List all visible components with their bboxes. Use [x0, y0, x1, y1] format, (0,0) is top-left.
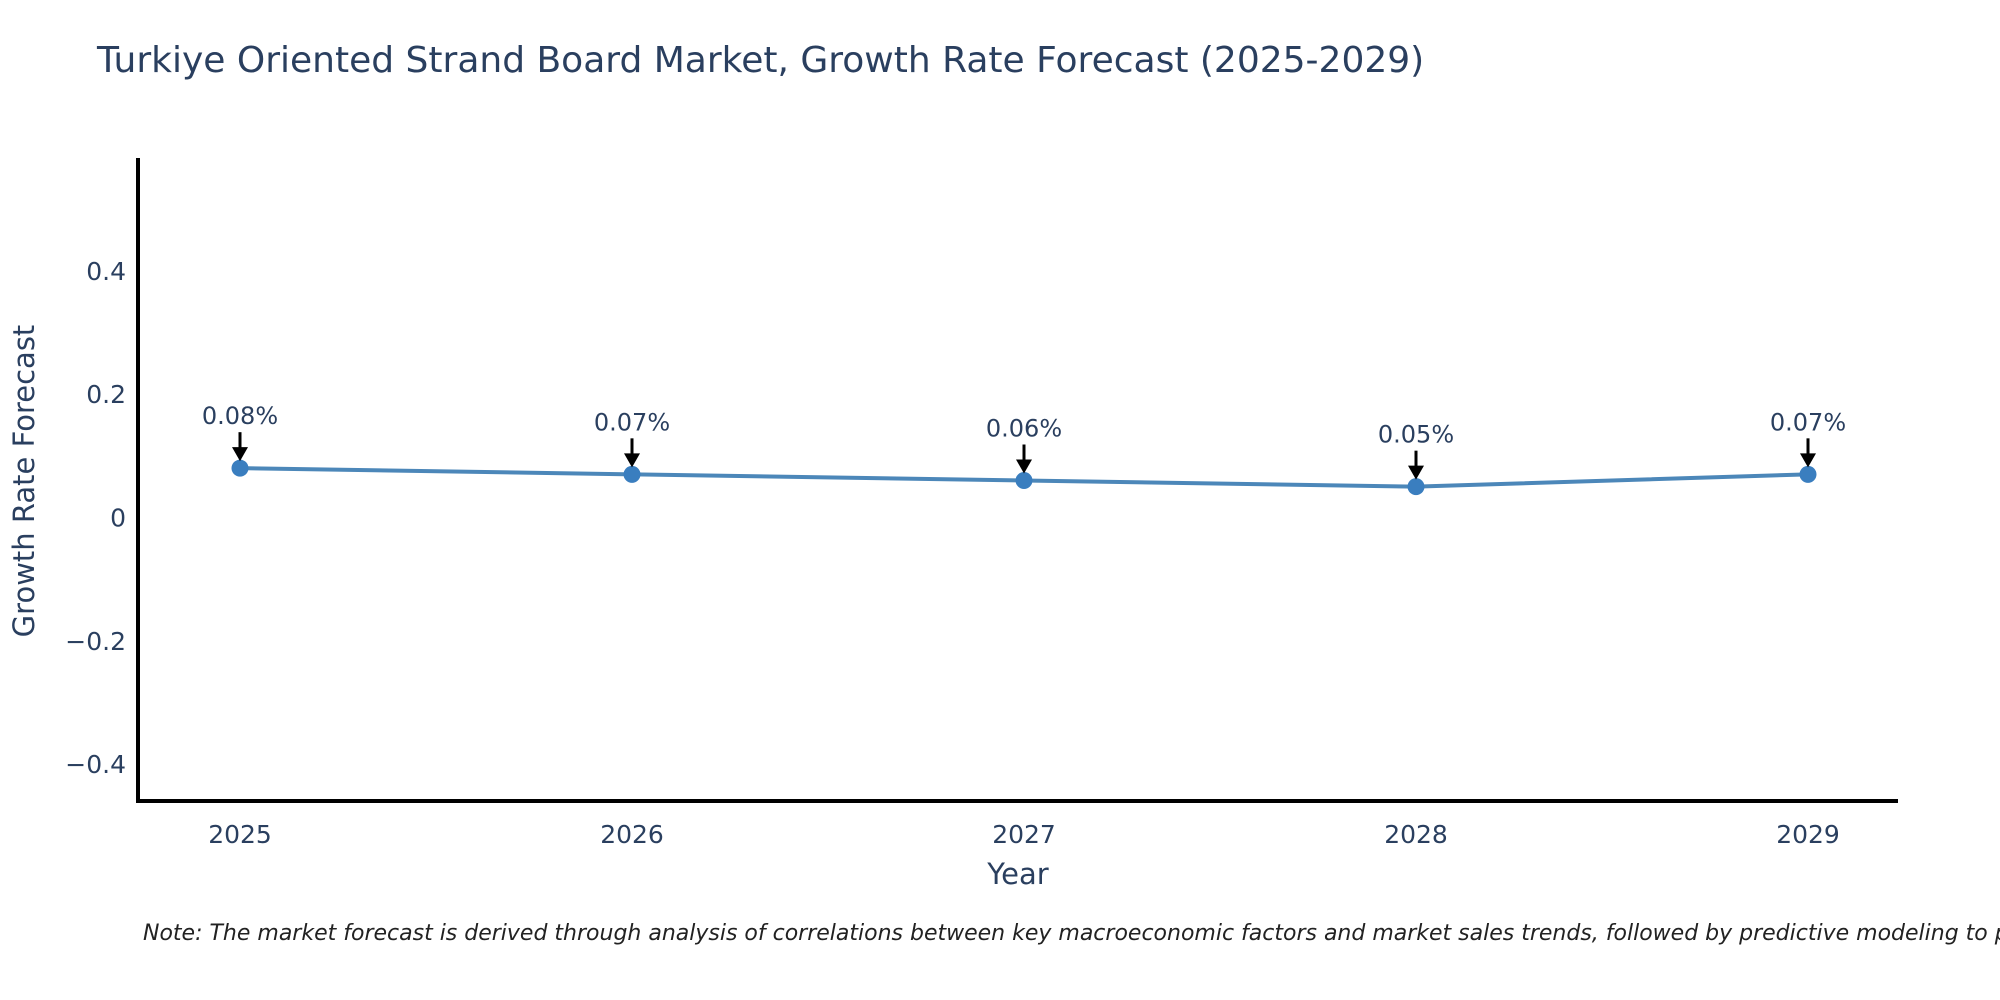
y-tick-label: 0 — [110, 503, 126, 532]
chart-title: Turkiye Oriented Strand Board Market, Gr… — [97, 40, 1425, 81]
x-tick-label: 2027 — [992, 820, 1056, 849]
footnote: Note: The market forecast is derived thr… — [143, 921, 2000, 946]
annotation-arrowhead-icon — [624, 453, 640, 468]
data-point-marker — [623, 465, 641, 483]
y-axis-tick-labels: 0.4 0.2 0 −0.2 −0.4 — [65, 257, 126, 779]
x-tick-label: 2026 — [600, 820, 664, 849]
point-annotation-label: 0.06% — [986, 415, 1062, 443]
data-point-marker — [1799, 465, 1817, 483]
series-markers — [231, 459, 1817, 496]
data-point-marker — [1407, 478, 1425, 496]
annotation-arrowhead-icon — [1408, 465, 1424, 480]
annotation-arrowhead-icon — [232, 447, 248, 462]
y-tick-label: 0.4 — [86, 257, 126, 286]
y-tick-label: 0.2 — [86, 380, 126, 409]
x-tick-label: 2025 — [208, 820, 272, 849]
point-annotation-label: 0.07% — [594, 408, 670, 436]
x-axis-tick-labels: 2025 2026 2027 2028 2029 — [208, 820, 1840, 849]
y-axis-title: Growth Rate Forecast — [7, 325, 41, 638]
data-point-marker — [1015, 472, 1033, 489]
y-tick-label: −0.4 — [65, 750, 126, 779]
data-point-marker — [231, 459, 249, 477]
point-annotation-label: 0.05% — [1378, 421, 1454, 449]
y-tick-label: −0.2 — [65, 627, 126, 656]
x-tick-label: 2028 — [1384, 820, 1448, 849]
x-tick-label: 2029 — [1776, 820, 1840, 849]
annotation-arrowhead-icon — [1800, 453, 1816, 468]
annotation-arrowhead-icon — [1016, 459, 1032, 474]
point-annotation-label: 0.07% — [1770, 408, 1846, 436]
x-axis-title: Year — [986, 857, 1048, 891]
point-annotations: 0.08% 0.07% 0.06% 0.05% 0.07% — [202, 402, 1846, 480]
point-annotation-label: 0.08% — [202, 402, 278, 430]
